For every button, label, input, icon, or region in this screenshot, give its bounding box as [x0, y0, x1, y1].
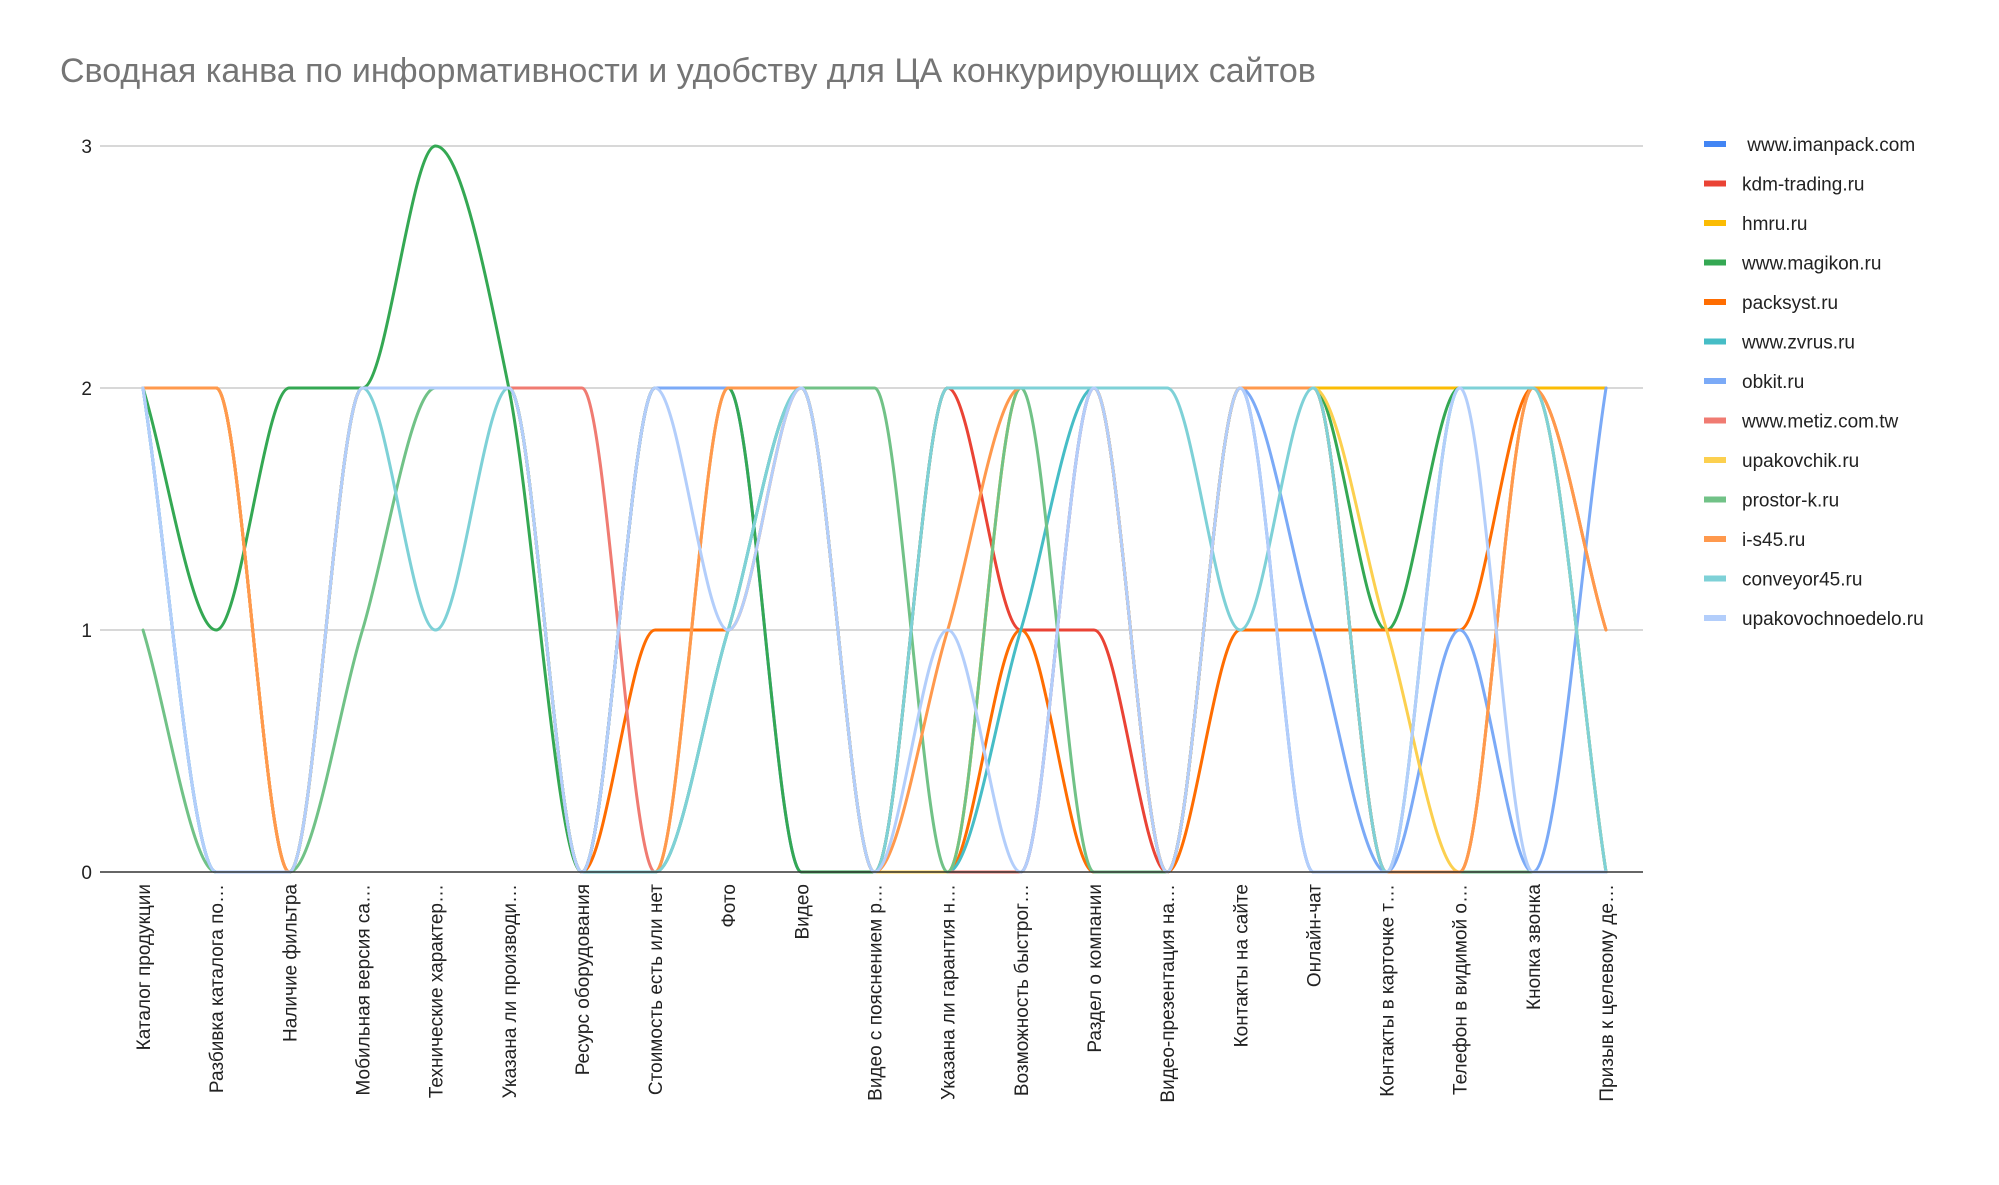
- x-tick-label: Наличие фильтра: [280, 884, 301, 1042]
- legend-label: upakovochnoedelo.ru: [1742, 609, 1924, 630]
- legend: www.imanpack.com kdm-trading.ru hmru.ru www…: [1704, 135, 1924, 630]
- x-tick-label: Ресурс оборудования: [573, 884, 594, 1075]
- x-tick-label: Каталог продукции: [134, 884, 155, 1050]
- x-axis-ticks: Каталог продукции Разбивка каталога по… На…: [134, 884, 1618, 1103]
- series-line-3: [141, 144, 1608, 874]
- chart-title: Сводная канва по информативности и удобс…: [60, 52, 1316, 90]
- x-tick-label: Контакты на сайте: [1231, 884, 1252, 1047]
- legend-label: upakovchik.ru: [1742, 451, 1859, 472]
- legend-label: www.metiz.com.tw: [1741, 412, 1899, 433]
- y-axis-ticks: 0 1 2 3: [81, 137, 92, 884]
- x-tick-label: Разбивка каталога по…: [207, 884, 228, 1093]
- legend-label: kdm-trading.ru: [1742, 175, 1865, 196]
- legend-label: www.magikon.ru: [1741, 254, 1881, 275]
- legend-label: conveyor45.ru: [1742, 570, 1862, 591]
- y-tick-label: 0: [81, 863, 92, 884]
- x-tick-label: Указана ли производи…: [500, 884, 521, 1098]
- x-tick-label: Возможность быстрог…: [1012, 884, 1033, 1096]
- x-tick-label: Фото: [719, 884, 740, 928]
- x-tick-label: Видео-презентация на…: [1158, 884, 1179, 1103]
- x-tick-label: Видео с пояснением р…: [866, 884, 887, 1101]
- y-tick-label: 1: [81, 621, 92, 642]
- x-tick-label: Стоимость есть или нет: [646, 884, 667, 1095]
- legend-label: www.imanpack.com: [1742, 135, 1915, 156]
- x-tick-label: Контакты в карточке т…: [1378, 884, 1399, 1097]
- x-tick-label: Раздел о компании: [1085, 884, 1106, 1053]
- legend-label: hmru.ru: [1742, 214, 1807, 235]
- x-tick-label: Призыв к целевому де…: [1597, 884, 1618, 1102]
- legend-label: obkit.ru: [1742, 372, 1804, 393]
- x-tick-label: Телефон в видимой о…: [1451, 884, 1472, 1095]
- legend-label: i-s45.ru: [1742, 530, 1805, 551]
- x-tick-label: Мобильная версия са…: [354, 884, 375, 1095]
- legend-label: packsyst.ru: [1742, 293, 1838, 314]
- series-lines: [141, 144, 1608, 874]
- y-tick-label: 3: [81, 137, 92, 158]
- legend-label: prostor-k.ru: [1742, 491, 1839, 512]
- x-tick-label: Онлайн-чат: [1304, 884, 1325, 987]
- x-tick-label: Технические характер…: [427, 884, 448, 1098]
- x-tick-label: Видео: [792, 884, 813, 940]
- legend-label: www.zvrus.ru: [1741, 333, 1855, 354]
- y-tick-label: 2: [81, 379, 92, 400]
- x-tick-label: Указана ли гарантия н…: [939, 884, 960, 1100]
- x-tick-label: Кнопка звонка: [1524, 884, 1545, 1010]
